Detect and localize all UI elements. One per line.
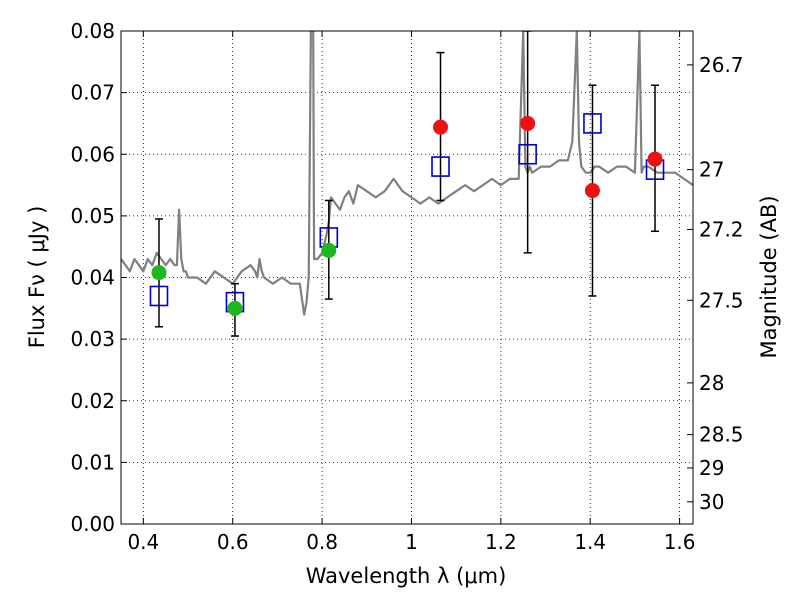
spectrum-line: [121, 31, 693, 316]
photometry-point: [433, 119, 449, 135]
photometry-point: [321, 242, 337, 258]
right-tick-label: 27.2: [699, 217, 744, 241]
ticks: 0.4 0.6 0.8 1 1.2 1.4 1.6 0.00 0.01 0.02 0.03 0.04 0…: [70, 19, 743, 554]
y-tick-label: 0.06: [70, 142, 115, 166]
right-tick-label: 27: [699, 158, 724, 182]
y-tick-label: 0.02: [70, 389, 115, 413]
right-tick-label: 30: [699, 490, 724, 514]
y-tick-label: 0.05: [70, 204, 115, 228]
right-tick-label: 28: [699, 371, 724, 395]
x-tick-label: 1.4: [574, 530, 606, 554]
x-tick-label: 0.6: [217, 530, 249, 554]
photometry-point: [520, 115, 536, 131]
photometry-point: [584, 183, 600, 199]
model-square-marker: [149, 285, 169, 307]
y-axis-label: Flux Fν ( μJy ): [25, 206, 49, 349]
right-axis-label: Magnitude (AB): [757, 195, 781, 358]
grid: [121, 31, 693, 524]
x-tick-label: 0.8: [306, 530, 338, 554]
y-tick-label: 0.01: [70, 450, 115, 474]
model-square-marker: [583, 113, 602, 134]
y-tick-label: 0.04: [70, 266, 115, 290]
x-axis-label: Wavelength λ (μm): [306, 564, 507, 588]
x-tick-label: 1.2: [485, 530, 517, 554]
model-square-marker: [431, 156, 450, 177]
y-tick-label: 0.07: [70, 81, 115, 105]
right-tick-label: 28.5: [699, 423, 744, 447]
y-tick-label: 0.03: [70, 327, 115, 351]
right-tick-label: 29: [699, 456, 724, 480]
x-tick-label: 1: [405, 530, 418, 554]
photometry-point: [227, 300, 243, 316]
x-tick-label: 0.4: [127, 530, 159, 554]
y-tick-label: 0.08: [70, 19, 115, 43]
x-tick-label: 1.6: [664, 530, 696, 554]
plot-frame: [120, 30, 694, 525]
right-tick-label: 27.5: [699, 288, 744, 312]
plot-area: [121, 31, 693, 337]
photometry-point: [151, 265, 167, 281]
y-tick-label: 0.00: [70, 512, 115, 536]
right-tick-label: 26.7: [699, 53, 744, 77]
model-square-marker: [518, 143, 537, 165]
photometry-point: [647, 151, 663, 167]
